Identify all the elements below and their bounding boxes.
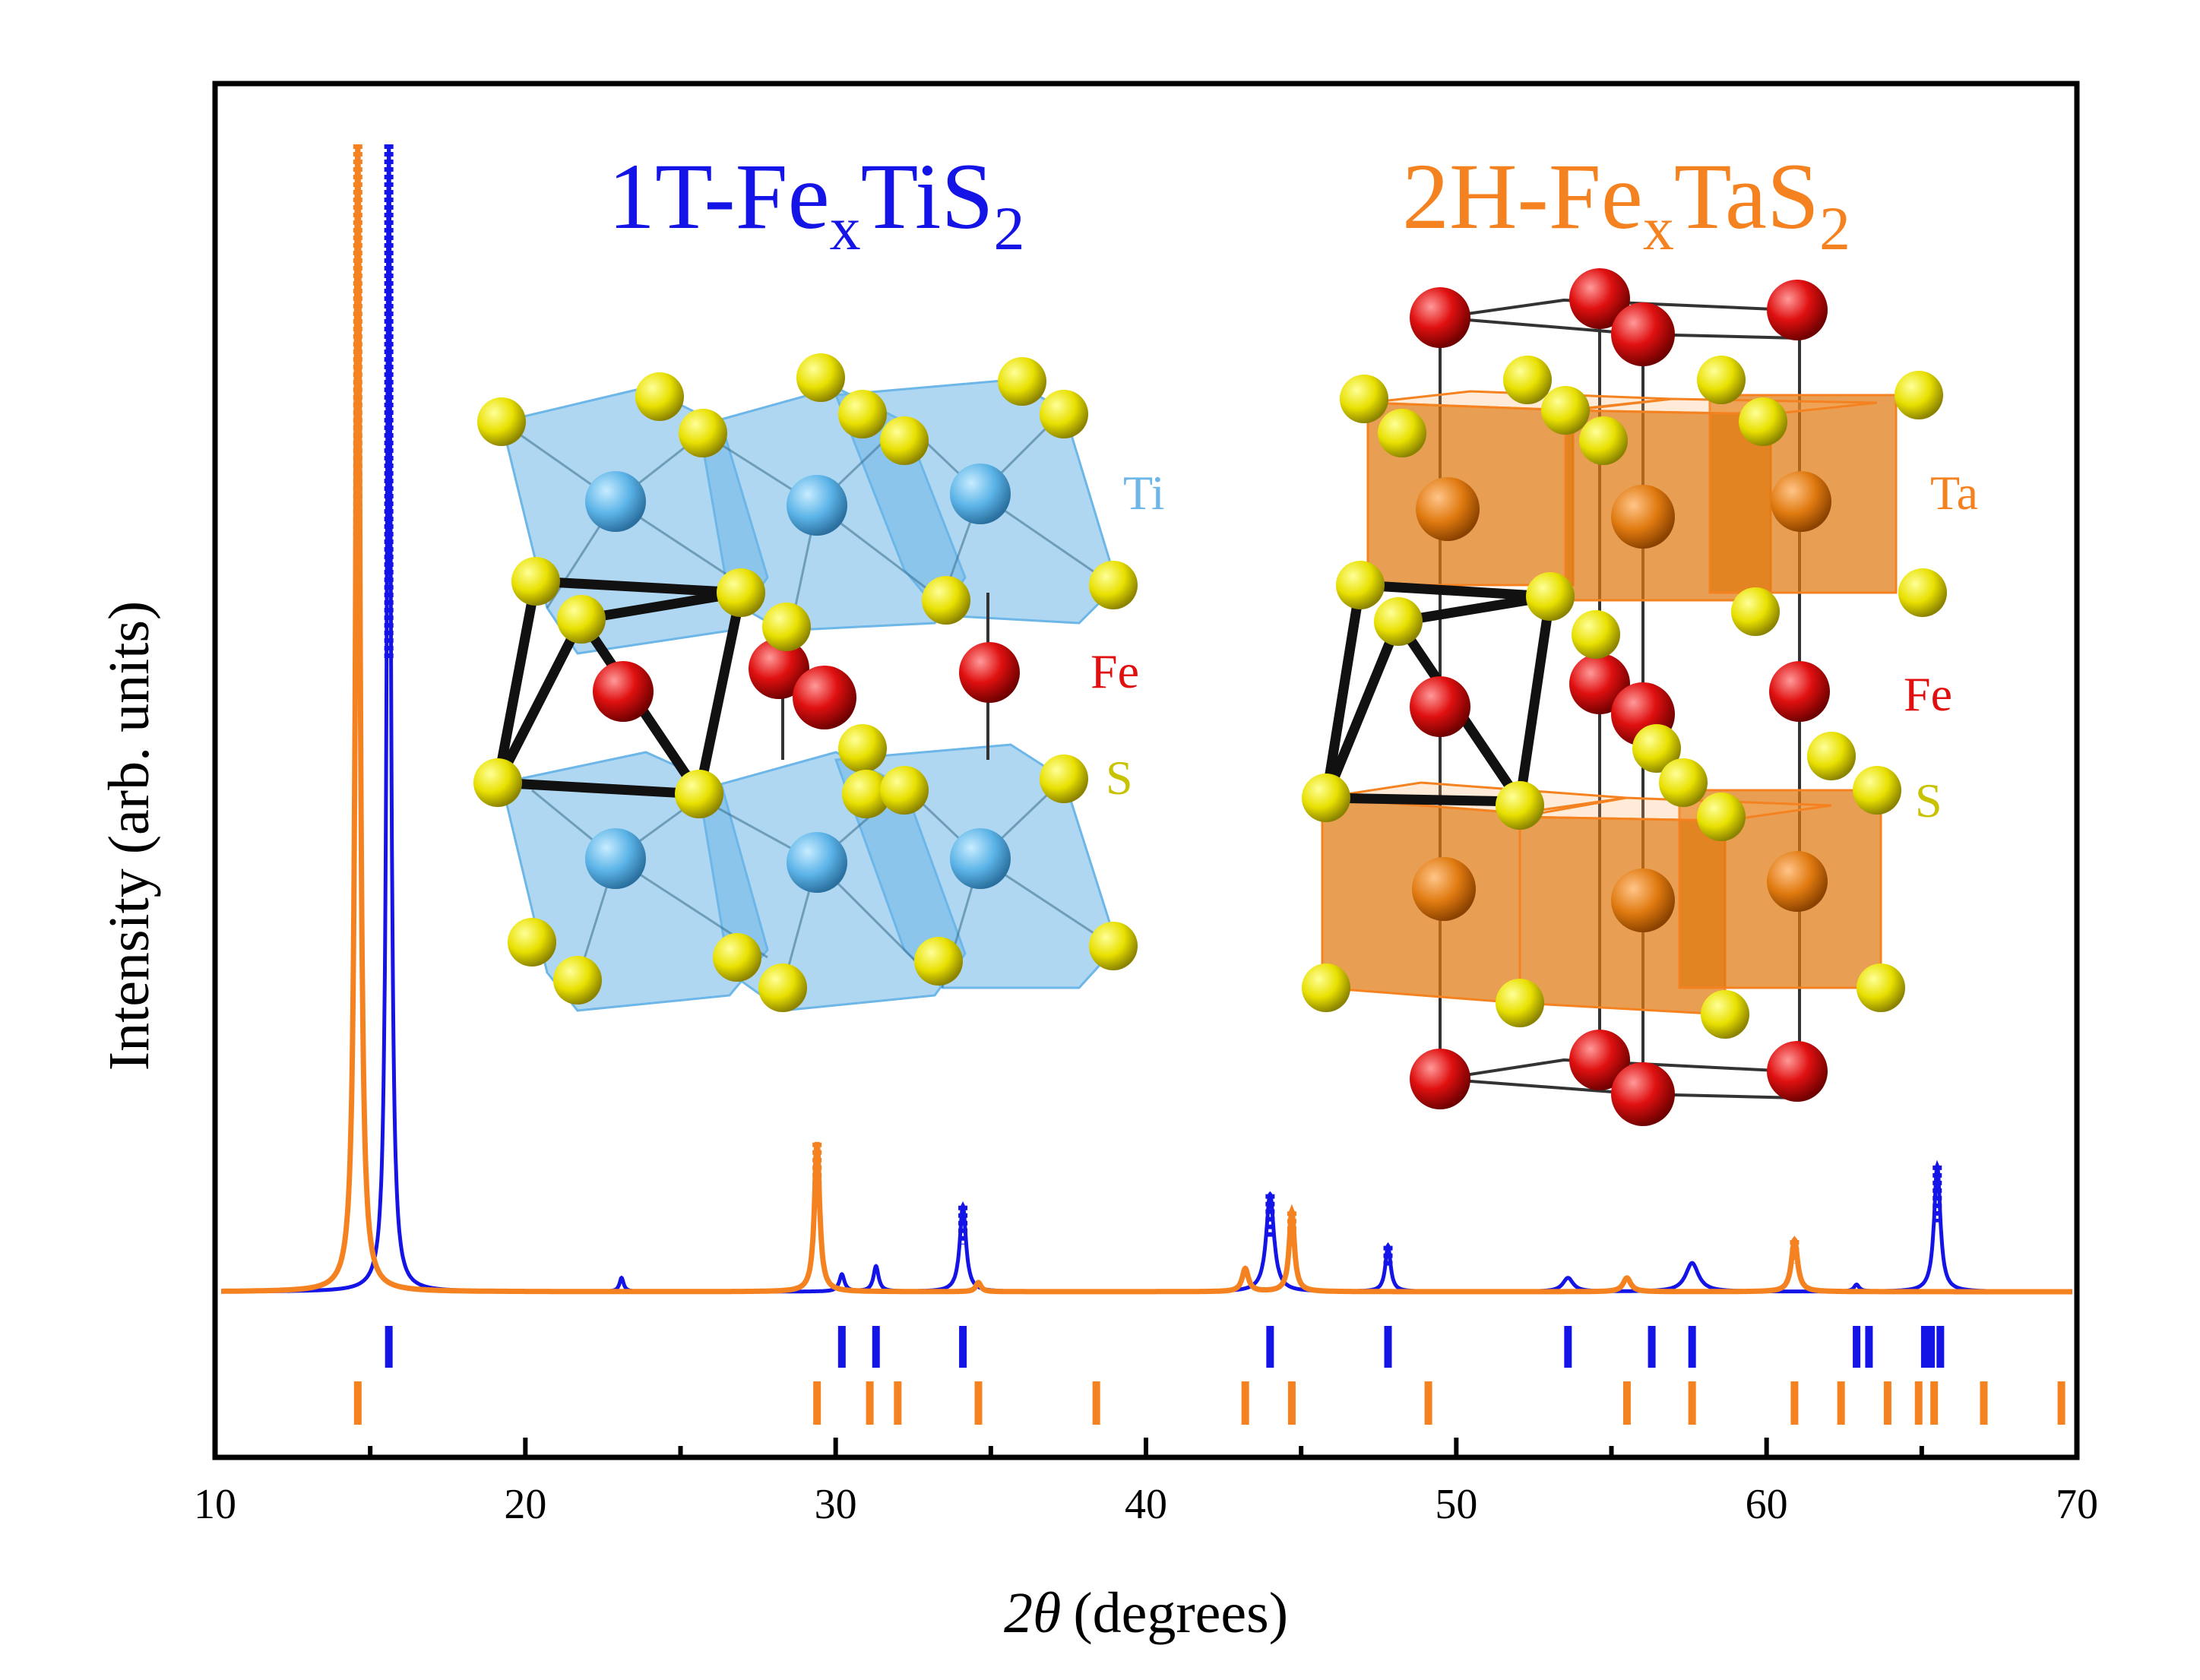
label-s-2h: S: [1915, 774, 1942, 827]
reference-ticks-layer: [353, 1326, 2065, 1425]
label-s-1t: S: [1106, 751, 1133, 805]
label-ti: Ti: [1123, 466, 1165, 520]
compound-label-1t: 1T-FexTiS2: [608, 144, 1024, 263]
s-atoms-1t: [473, 353, 1138, 1012]
label-ta: Ta: [1930, 466, 1978, 520]
x-tick-label-40: 40: [1125, 1481, 1167, 1528]
compound-label-2h: 2H-FexTaS2: [1402, 144, 1850, 263]
x-tick-label-10: 10: [194, 1481, 236, 1528]
x-axis-title: 2θ (degrees): [1004, 1581, 1288, 1645]
inset-structure-2h: Ta Fe S: [1302, 268, 1978, 1126]
series-line-2h: [221, 144, 2072, 1295]
inset-structure-1t: Ti Fe S: [473, 353, 1165, 1012]
x-tick-label-50: 50: [1435, 1481, 1477, 1528]
series-layer: [221, 144, 2072, 1295]
ta-atoms: [1412, 471, 1831, 932]
label-fe-2h: Fe: [1904, 667, 1952, 721]
x-axis: 10 20 30 40 50 60 70: [194, 1438, 2098, 1528]
y-axis-title: Intensity (arb. units): [97, 601, 161, 1071]
fe-atoms-1t: [593, 638, 1020, 729]
fe-atoms-2h: [1410, 268, 1830, 1126]
x-axis-symbol: 2θ: [1004, 1581, 1061, 1645]
s-atoms-2h: [1302, 356, 1947, 1039]
x-tick-label-20: 20: [504, 1481, 546, 1528]
x-axis-unit: (degrees): [1073, 1581, 1288, 1645]
x-tick-label-70: 70: [2056, 1481, 2098, 1528]
ti-atoms: [585, 464, 1011, 893]
x-tick-label-30: 30: [815, 1481, 857, 1528]
x-tick-label-60: 60: [1746, 1481, 1788, 1528]
label-fe-1t: Fe: [1091, 644, 1139, 698]
